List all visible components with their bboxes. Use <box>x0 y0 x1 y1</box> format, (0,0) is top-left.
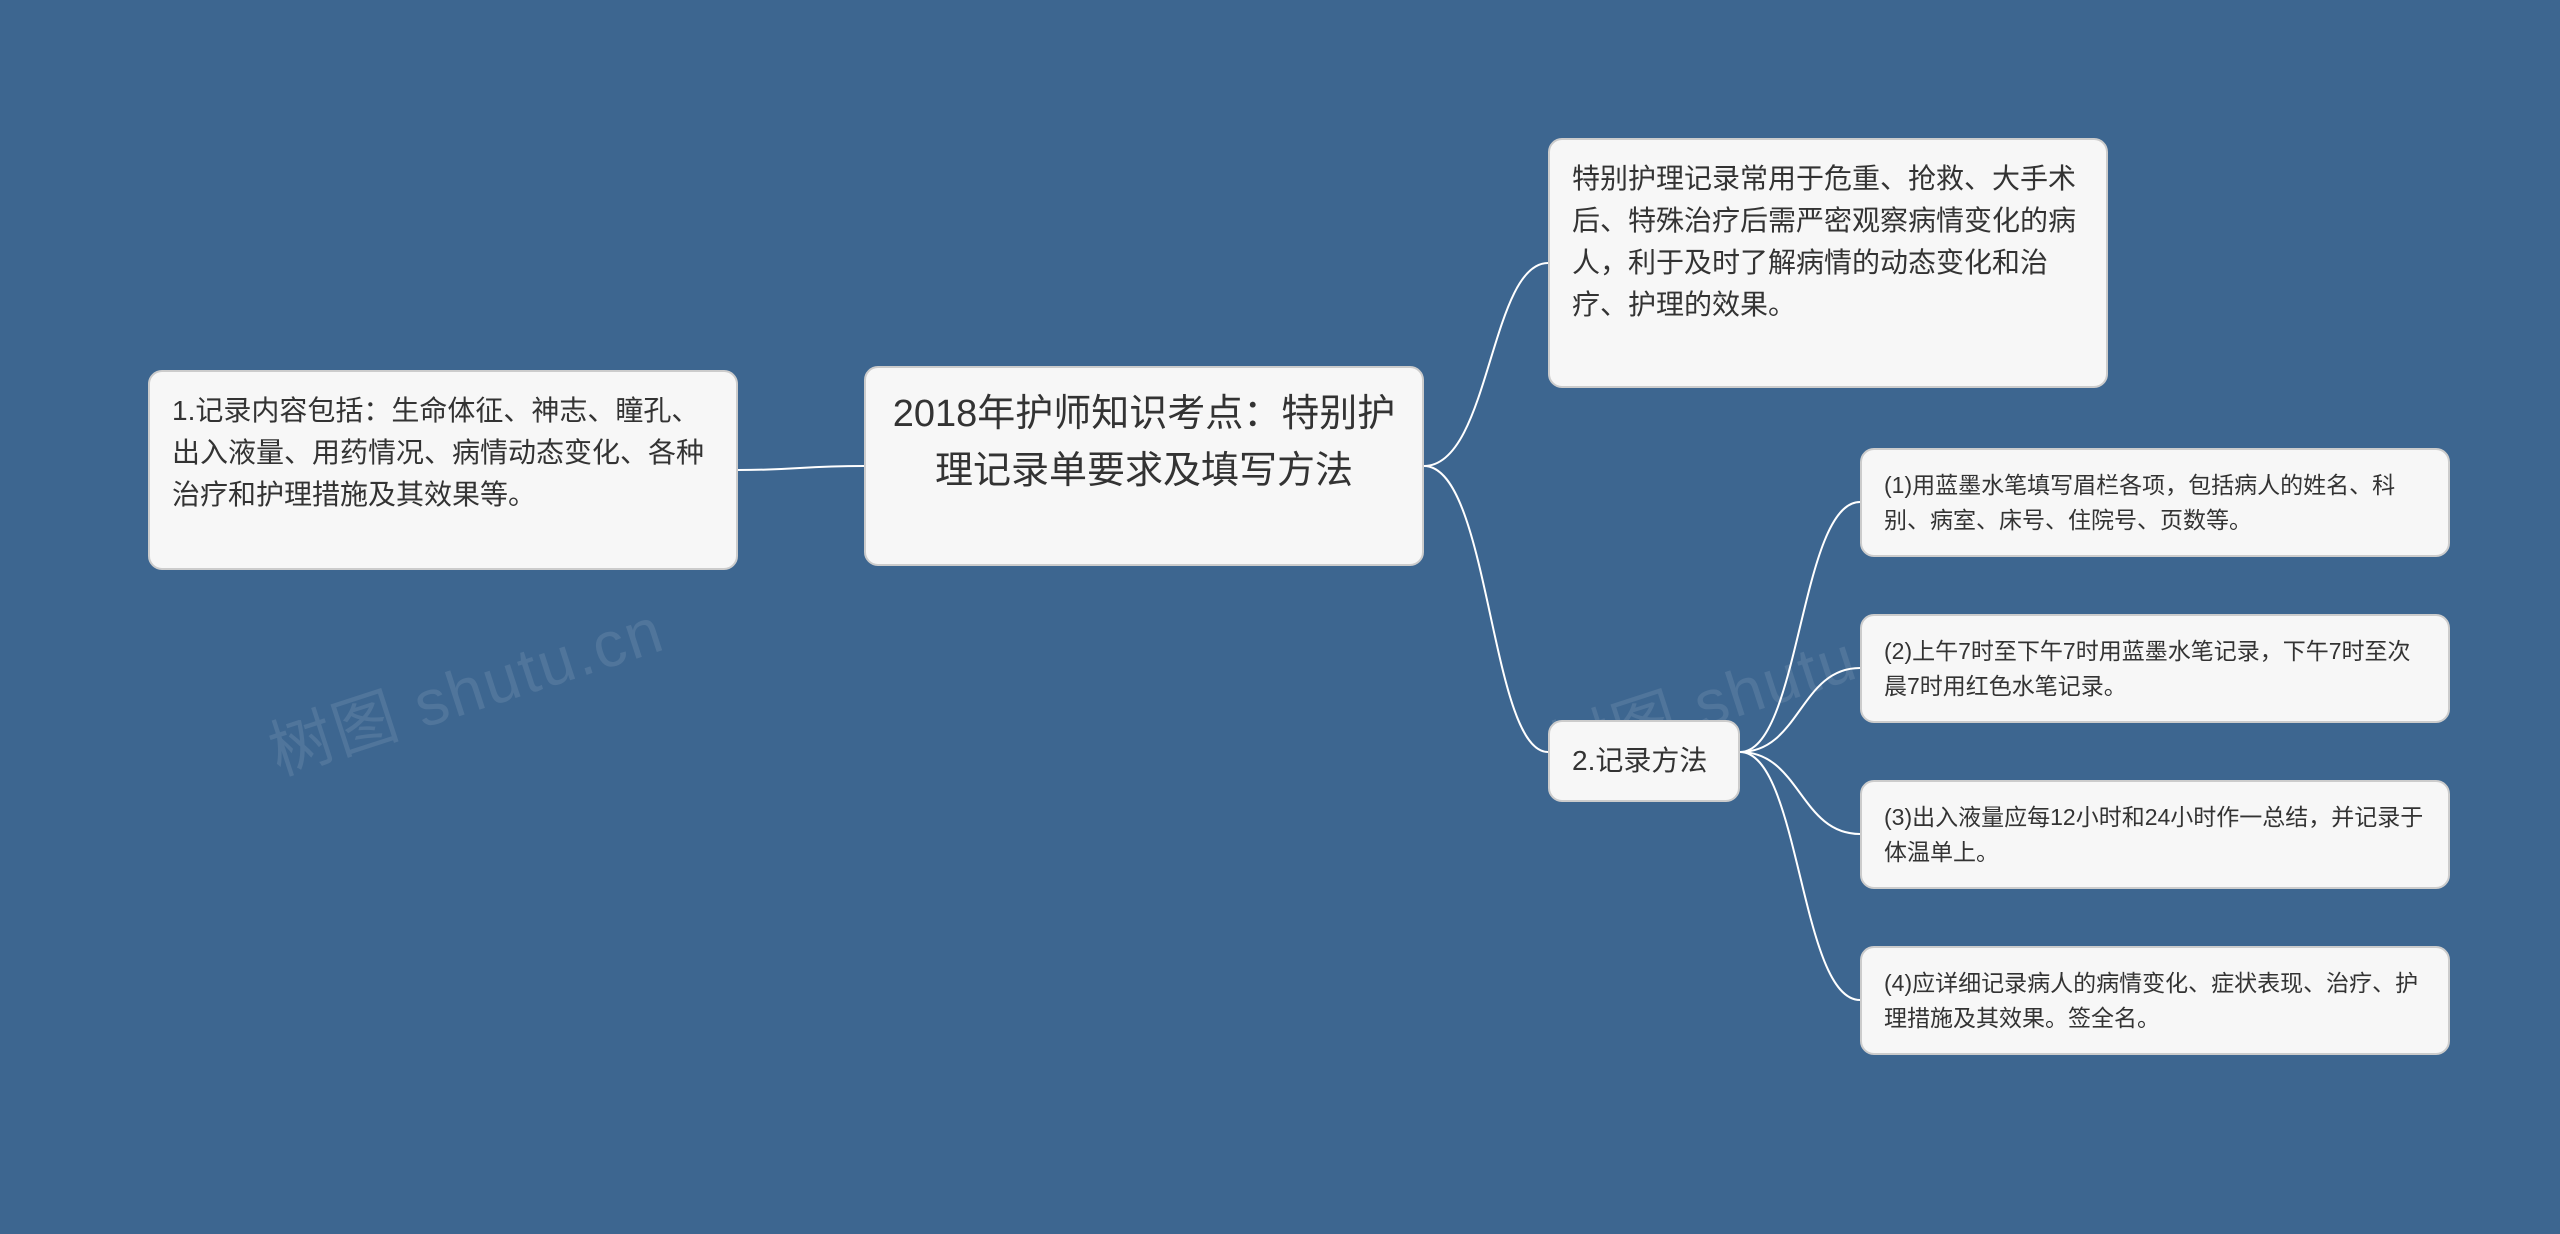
method-item-4: (4)应详细记录病人的病情变化、症状表现、治疗、护理措施及其效果。签全名。 <box>1860 946 2450 1055</box>
right-intro-text: 特别护理记录常用于危重、抢救、大手术后、特殊治疗后需严密观察病情变化的病人，利于… <box>1572 163 2076 320</box>
method-item-2-text: (2)上午7时至下午7时用蓝墨水笔记录，下午7时至次晨7时用红色水笔记录。 <box>1884 638 2410 699</box>
left-content-text: 1.记录内容包括：生命体征、神志、瞳孔、出入液量、用药情况、病情动态变化、各种治… <box>172 395 704 510</box>
method-item-2: (2)上午7时至下午7时用蓝墨水笔记录，下午7时至次晨7时用红色水笔记录。 <box>1860 614 2450 723</box>
method-item-1-text: (1)用蓝墨水笔填写眉栏各项，包括病人的姓名、科别、病室、床号、住院号、页数等。 <box>1884 472 2395 533</box>
watermark-1: 树图 shutu.cn <box>256 579 674 793</box>
method-item-1: (1)用蓝墨水笔填写眉栏各项，包括病人的姓名、科别、病室、床号、住院号、页数等。 <box>1860 448 2450 557</box>
right-intro-node: 特别护理记录常用于危重、抢救、大手术后、特殊治疗后需严密观察病情变化的病人，利于… <box>1548 138 2108 388</box>
root-text: 2018年护师知识考点：特别护理记录单要求及填写方法 <box>893 393 1396 492</box>
method-item-4-text: (4)应详细记录病人的病情变化、症状表现、治疗、护理措施及其效果。签全名。 <box>1884 970 2418 1031</box>
method-item-3: (3)出入液量应每12小时和24小时作一总结，并记录于体温单上。 <box>1860 780 2450 889</box>
left-content-node: 1.记录内容包括：生命体征、神志、瞳孔、出入液量、用药情况、病情动态变化、各种治… <box>148 370 738 570</box>
method-parent-text: 2.记录方法 <box>1572 745 1707 776</box>
root-node: 2018年护师知识考点：特别护理记录单要求及填写方法 <box>864 366 1424 566</box>
method-parent-node: 2.记录方法 <box>1548 720 1740 802</box>
method-item-3-text: (3)出入液量应每12小时和24小时作一总结，并记录于体温单上。 <box>1884 804 2423 865</box>
